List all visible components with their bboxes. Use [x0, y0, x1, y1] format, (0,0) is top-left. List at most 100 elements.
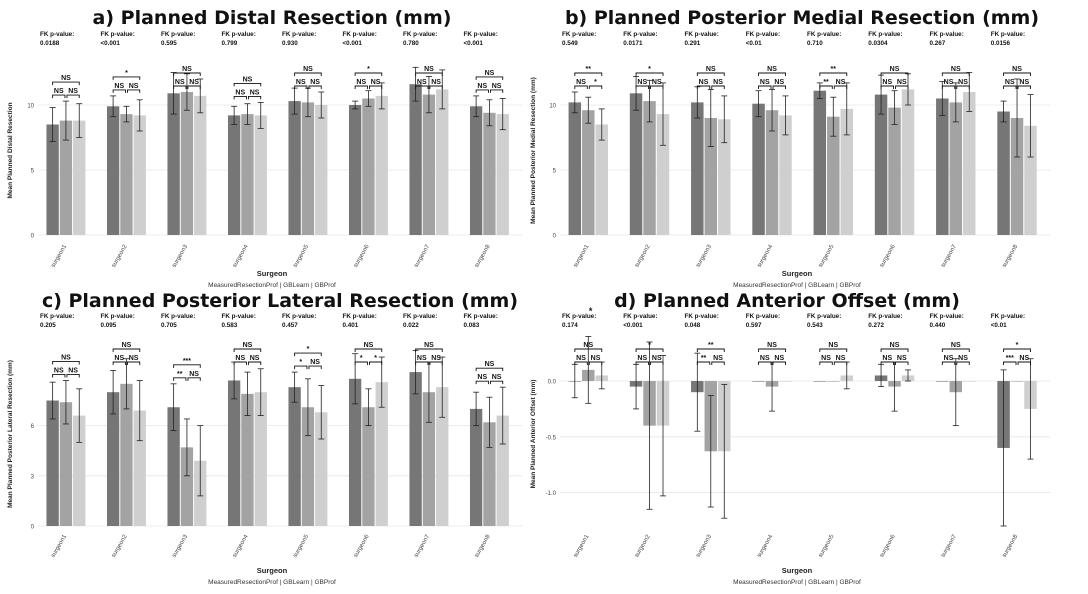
- sig-bracket: [475, 380, 489, 385]
- sig-label: NS: [652, 79, 662, 86]
- fk-label: FK p-value:: [464, 313, 498, 320]
- sig-bracket: [354, 85, 368, 89]
- sig-bracket: [833, 85, 848, 89]
- sig-bracket: [126, 361, 141, 365]
- sig-bracket: [941, 361, 956, 365]
- sig-bracket: [635, 361, 649, 365]
- fk-value: 0.440: [930, 322, 946, 329]
- fk-value: 0.595: [161, 40, 177, 47]
- bar: [874, 94, 888, 235]
- sig-bracket-wide: [574, 348, 603, 352]
- sig-label: NS: [652, 355, 662, 362]
- fk-label: FK p-value:: [868, 313, 902, 320]
- x-tick-label: surgeon5: [818, 533, 836, 558]
- sig-bracket: [368, 85, 383, 89]
- bar: [315, 105, 328, 235]
- sig-label: NS: [890, 66, 900, 73]
- bar: [629, 93, 643, 235]
- sig-bracket-wide: [758, 72, 786, 76]
- sig-bracket-wide: [173, 364, 201, 368]
- sig-label: NS: [175, 79, 185, 86]
- sig-label: *: [307, 346, 310, 353]
- sig-label: NS: [485, 361, 495, 368]
- sig-label: NS: [122, 342, 132, 349]
- fk-label: FK p-value:: [40, 313, 74, 320]
- sig-bracket-wide: [233, 348, 262, 352]
- sig-bracket: [956, 361, 970, 365]
- sig-bracket-wide: [233, 82, 262, 87]
- sig-label: **: [831, 66, 837, 73]
- fk-label: FK p-value:: [623, 31, 657, 38]
- sig-label: *: [125, 70, 128, 77]
- sig-bracket: [696, 361, 711, 365]
- x-tick-label: surgeon8: [1002, 533, 1020, 558]
- sig-label: **: [177, 371, 183, 378]
- sig-label: NS: [882, 79, 892, 86]
- sig-label: NS: [364, 342, 374, 349]
- bar: [422, 94, 436, 235]
- sig-bracket: [772, 85, 786, 89]
- sig-bracket-wide: [415, 348, 443, 352]
- bar: [496, 114, 509, 235]
- x-tick-label: surgeon4: [757, 533, 775, 558]
- bar: [949, 102, 963, 236]
- bar: [133, 410, 146, 526]
- sig-label: ***: [183, 358, 191, 365]
- bar: [963, 92, 976, 235]
- fk-label: FK p-value:: [807, 313, 841, 320]
- y-tick-label: 0: [31, 234, 35, 240]
- fk-label: FK p-value:: [343, 31, 377, 38]
- sig-label: NS: [129, 355, 139, 362]
- sig-label: NS: [774, 79, 784, 86]
- bar: [409, 372, 422, 526]
- x-tick-label: surgeon3: [171, 243, 189, 268]
- bar: [375, 95, 388, 236]
- sig-label: NS: [1005, 79, 1015, 86]
- chart-title: c) Planned Posterior Lateral Resection (…: [42, 290, 518, 312]
- sig-bracket: [1017, 361, 1031, 365]
- sig-bracket: [233, 95, 247, 100]
- sig-bracket-wide: [52, 81, 80, 86]
- bar: [997, 111, 1010, 235]
- sig-bracket: [941, 85, 956, 89]
- bar: [1024, 125, 1037, 235]
- sig-bracket-wide: [819, 348, 848, 352]
- sig-bracket-wide: [635, 348, 664, 352]
- y-tick-label: 5: [31, 169, 35, 175]
- sig-bracket-wide: [475, 367, 504, 372]
- panel-2: b) Planned Posterior Medial Resection (m…: [530, 7, 1050, 289]
- sig-label: NS: [431, 79, 441, 86]
- x-axis-label: Surgeon: [782, 269, 813, 278]
- sig-bracket-wide: [941, 348, 970, 352]
- bar: [595, 124, 608, 235]
- fk-value: 0.272: [868, 322, 884, 329]
- fk-value: <0.001: [623, 322, 643, 329]
- sig-bracket: [187, 377, 201, 381]
- sig-bracket: [368, 361, 383, 365]
- fk-value: <0.01: [991, 322, 1007, 329]
- sig-label: NS: [114, 83, 124, 90]
- fk-label: FK p-value:: [685, 313, 719, 320]
- bar: [227, 115, 241, 235]
- sig-bracket: [833, 361, 848, 365]
- fk-label: FK p-value:: [930, 31, 964, 38]
- y-tick-label: 5: [553, 169, 557, 175]
- bar: [436, 387, 449, 526]
- fk-value: 0.083: [464, 322, 480, 329]
- sig-label: NS: [492, 374, 502, 381]
- x-tick-label: surgeon3: [695, 533, 713, 558]
- sig-bracket-wide: [112, 76, 141, 80]
- sig-label: NS: [767, 342, 777, 349]
- bar: [779, 115, 792, 235]
- fk-label: FK p-value:: [161, 313, 195, 320]
- bar: [301, 102, 315, 236]
- bar: [827, 381, 840, 382]
- sig-bracket-wide: [1003, 348, 1031, 352]
- bar: [46, 124, 59, 235]
- sig-label: NS: [235, 355, 245, 362]
- sig-label: *: [360, 355, 363, 362]
- sig-bracket: [415, 85, 429, 89]
- x-tick-label: surgeon2: [111, 533, 129, 558]
- fk-label: FK p-value:: [562, 31, 596, 38]
- fk-value: 0.549: [562, 40, 578, 47]
